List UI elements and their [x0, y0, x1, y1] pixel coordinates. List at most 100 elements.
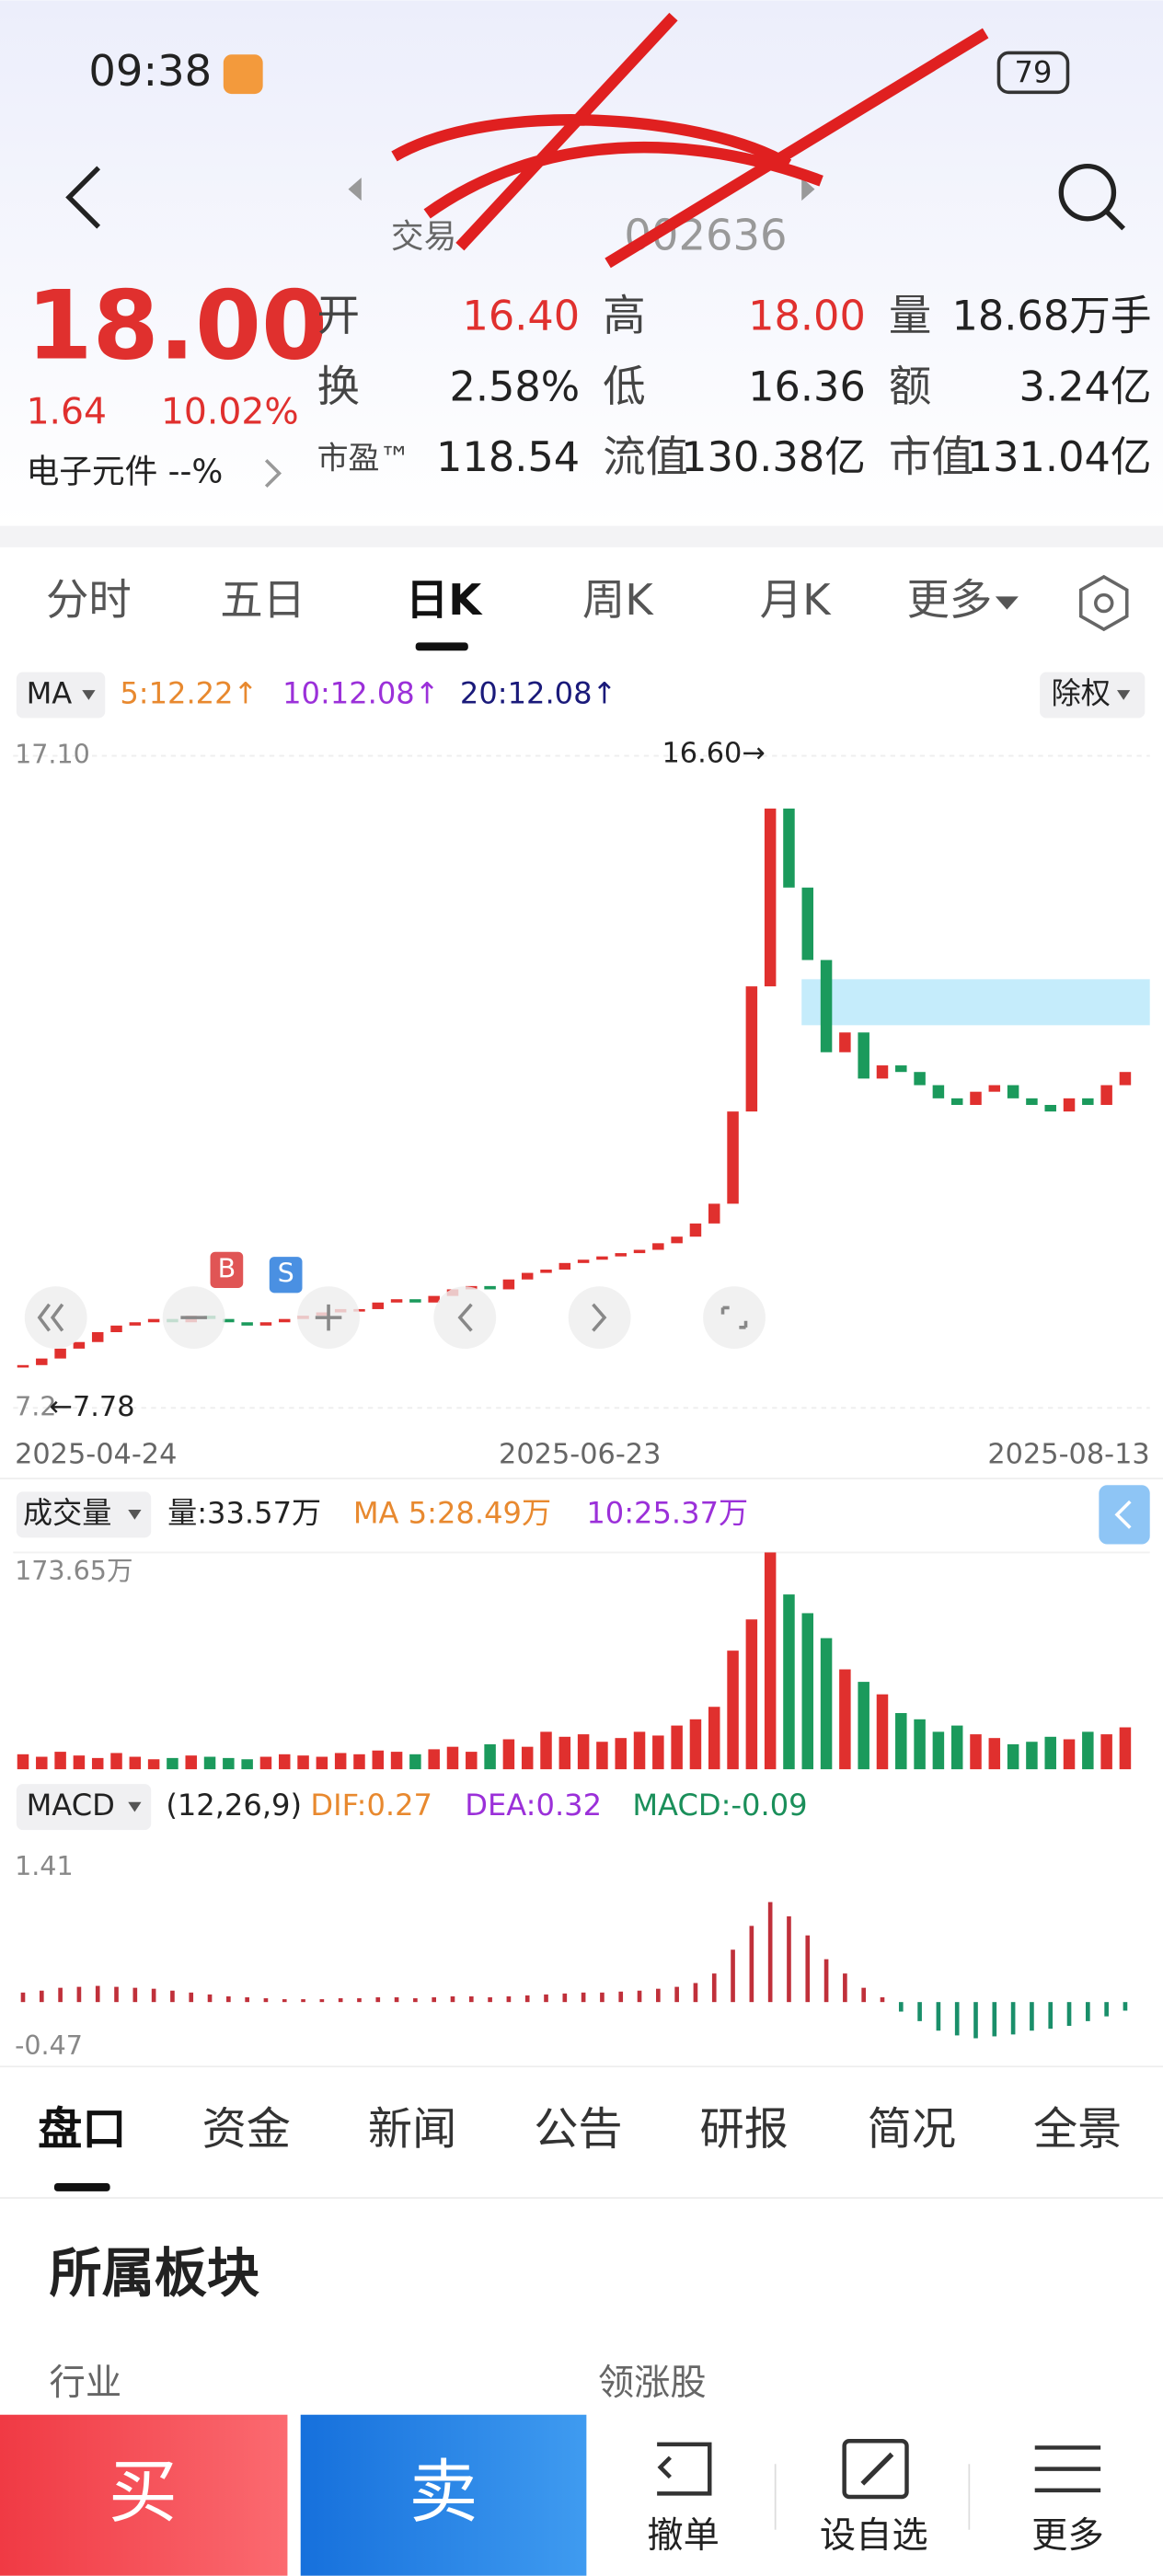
macd-bar [562, 1993, 568, 2003]
candle [914, 1072, 926, 1086]
volume-bar [1063, 1739, 1076, 1770]
y-tick-label: 1.41 [15, 1850, 74, 1881]
volume-bar [428, 1749, 440, 1770]
candle [54, 1348, 66, 1359]
volume-selector[interactable] [16, 1491, 152, 1538]
candle [1119, 1072, 1132, 1086]
search-button[interactable] [1058, 163, 1117, 222]
volume-bar [839, 1669, 851, 1770]
next-stock[interactable] [801, 178, 815, 201]
volume-bar [129, 1756, 142, 1770]
sector[interactable]: 电子元件 --% [27, 453, 224, 490]
macd-dif: DIF:0.27 [310, 1788, 432, 1823]
info-tab[interactable]: 研报 [700, 2104, 789, 2156]
macd-bar [95, 1985, 100, 2003]
candle [652, 1243, 664, 1250]
macd-bar [488, 1996, 492, 2003]
candle [484, 1285, 496, 1290]
candle [502, 1279, 515, 1290]
macd-bar [432, 1996, 437, 2003]
buy-marker[interactable] [210, 1251, 244, 1288]
volume-bar [36, 1756, 48, 1770]
info-tab[interactable]: 全景 [1033, 2104, 1122, 2156]
action-cancel[interactable]: 撤单 [647, 2515, 720, 2557]
candle [353, 1308, 365, 1312]
macd-arrow [128, 1801, 142, 1812]
buy-marker-label: B [218, 1252, 236, 1283]
macd-bar [413, 1998, 418, 2003]
macd-bar [245, 1996, 249, 2003]
cancel-icon [657, 2442, 712, 2496]
volume-bar [91, 1757, 104, 1770]
candle [223, 1318, 235, 1323]
nav-icon [180, 1303, 748, 1332]
zone-highlight [801, 979, 1150, 1026]
volume-ma5: MA 5:28.49万 [353, 1495, 551, 1530]
action-watch[interactable]: 设自选 [820, 2515, 928, 2557]
info-tab[interactable]: 简况 [868, 2104, 956, 2156]
action-more[interactable]: 更多 [1031, 2515, 1104, 2557]
ma-indicator: MA [27, 676, 73, 711]
macd-bar [674, 1986, 679, 2003]
macd-selector[interactable] [16, 1784, 152, 1831]
high-label: 16.60→ [662, 737, 765, 769]
volume-bar [558, 1736, 571, 1770]
prev-stock[interactable] [348, 178, 362, 201]
stat-value: 130.38亿 [681, 433, 866, 481]
info-tab[interactable]: 资金 [202, 2104, 291, 2156]
side-panel-arrow [1114, 1500, 1132, 1529]
macd-bar [618, 1991, 624, 2003]
candle [91, 1331, 104, 1342]
nav-button[interactable] [433, 1286, 497, 1350]
nav-button[interactable] [24, 1286, 87, 1350]
volume-bar [727, 1650, 739, 1770]
ma-selector[interactable] [16, 672, 106, 719]
back-button[interactable] [65, 166, 101, 229]
macd-bar [506, 1995, 512, 2003]
candle [279, 1318, 291, 1323]
candle [558, 1262, 571, 1270]
nav-button[interactable] [568, 1286, 631, 1350]
period-tab[interactable]: 五日 [220, 575, 305, 625]
period-tab[interactable]: 月K [760, 575, 832, 625]
volume-ma10: 10:25.37万 [586, 1495, 748, 1530]
macd-bar [992, 2002, 997, 2037]
nav-button[interactable] [703, 1286, 766, 1350]
macd-bar [823, 1959, 829, 2003]
stat-label: 市盈™ [317, 441, 411, 477]
info-tab[interactable]: 公告 [534, 2104, 622, 2156]
volume-bar [1007, 1743, 1019, 1770]
volume-bar [279, 1754, 291, 1770]
volume-bar [54, 1752, 66, 1770]
macd-bar [301, 1999, 305, 2003]
macd-bar [1030, 2002, 1034, 2031]
volume-bar [652, 1735, 664, 1770]
scribble [391, 12, 989, 269]
date-label: 2025-04-24 [15, 1439, 177, 1471]
watch-icon [842, 2439, 909, 2500]
info-tab[interactable]: 盘口 [38, 2104, 126, 2156]
stat-value: 2.58% [449, 362, 580, 410]
macd-bar [394, 1996, 399, 2003]
stat-label: 市值 [889, 432, 974, 482]
macd-bar [600, 1992, 605, 2003]
more-icon [1034, 2445, 1101, 2493]
volume-bar [1026, 1742, 1038, 1770]
sell-marker[interactable] [269, 1257, 303, 1294]
period-tab[interactable]: 周K [582, 575, 654, 625]
settings-button[interactable] [1078, 574, 1129, 632]
sell-button[interactable] [300, 2414, 587, 2576]
section-title: 所属板块 [50, 2243, 259, 2304]
side-panel-tab[interactable] [1099, 1485, 1150, 1545]
buy-button[interactable] [0, 2414, 288, 2576]
candle [1044, 1105, 1056, 1112]
period-tab[interactable]: 分时 [46, 575, 132, 625]
period-tab[interactable]: 更多 [906, 575, 992, 625]
divider [0, 525, 1163, 547]
period-tab[interactable]: 日K [406, 575, 483, 625]
sector-arrow [264, 458, 282, 489]
macd-bar [468, 1995, 474, 2003]
info-tab[interactable]: 新闻 [368, 2104, 456, 2156]
adjust-selector[interactable] [1040, 672, 1146, 719]
leaders-label: 领涨股 [598, 2363, 707, 2404]
